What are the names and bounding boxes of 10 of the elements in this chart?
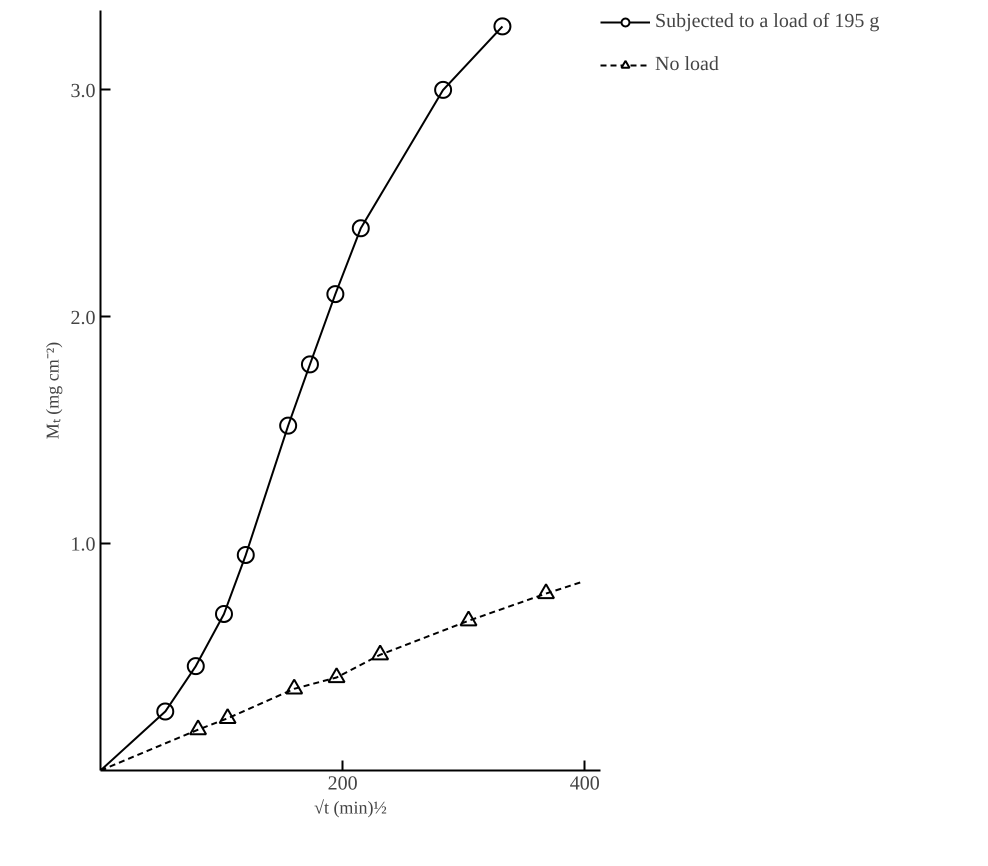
legend-label: Subjected to a load of 195 g bbox=[655, 10, 880, 33]
y-tick-label: 3.0 bbox=[70, 80, 96, 102]
x-axis-title: √t (min)½ bbox=[314, 798, 387, 818]
x-tick-label: 400 bbox=[570, 772, 600, 794]
point bbox=[493, 17, 512, 36]
y-tick-label: 1.0 bbox=[70, 534, 96, 556]
y-tick-label: 2.0 bbox=[70, 306, 96, 329]
x-tick-label: 200 bbox=[328, 772, 358, 794]
legend-label: No load bbox=[655, 53, 719, 76]
y-axis-title: Mₜ (mg cm⁻²) bbox=[42, 342, 62, 440]
